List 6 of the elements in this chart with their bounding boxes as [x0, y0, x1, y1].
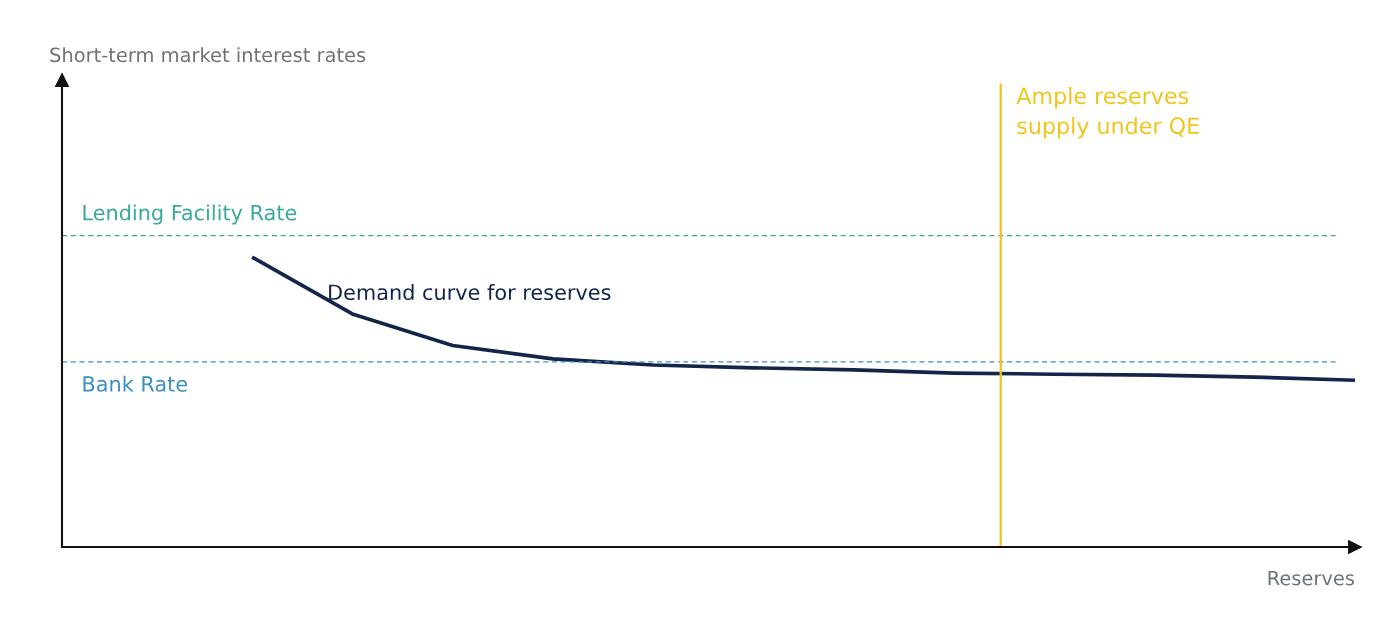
ref-line-label: Lending Facility Rate — [83, 204, 297, 225]
ref-line-label: Bank Rate — [83, 375, 188, 392]
x-axis-title: Reserves — [1268, 570, 1355, 586]
text: Short-term market interest rates — [50, 47, 366, 63]
text: Ample reserves supply under QE — [1016, 87, 1199, 139]
annotation: Demand curve for reserves — [329, 284, 611, 301]
